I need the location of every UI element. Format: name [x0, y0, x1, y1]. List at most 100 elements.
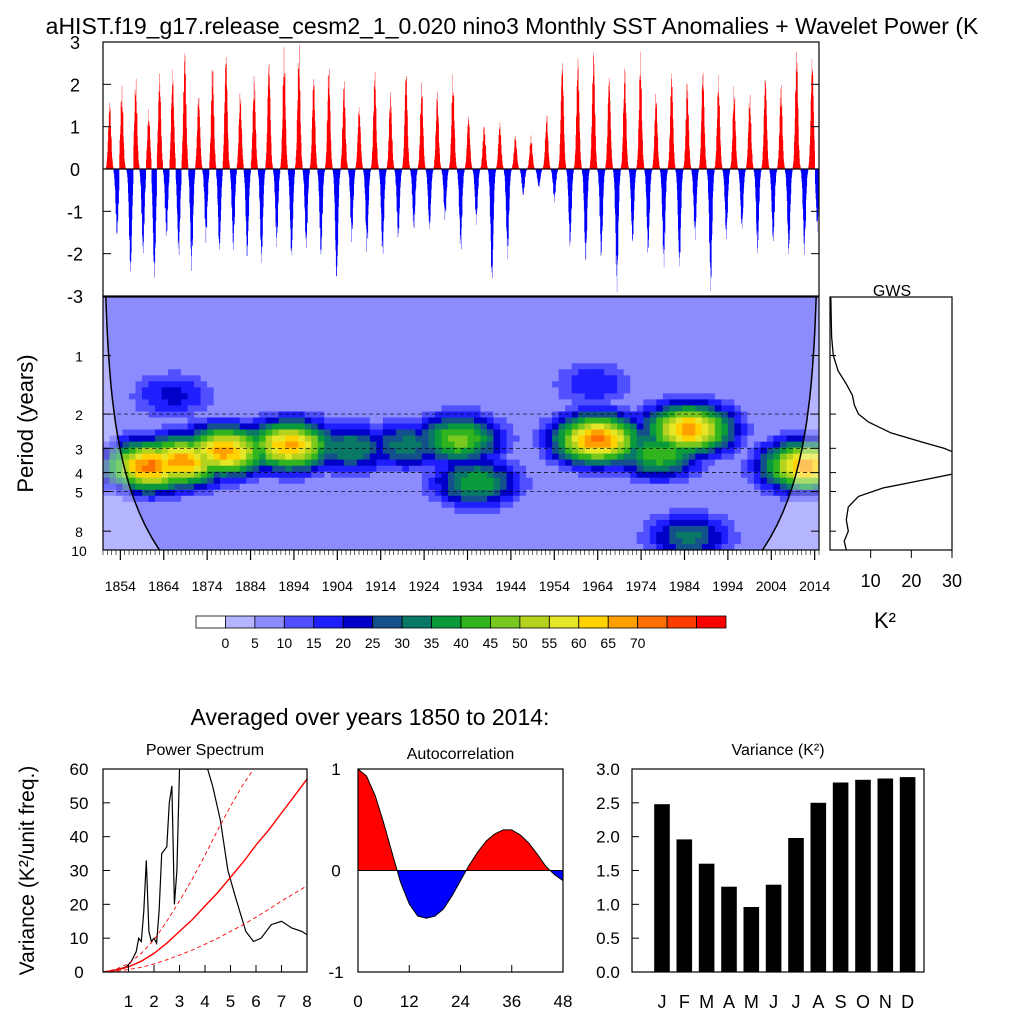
power-cell	[122, 297, 130, 304]
power-cell	[662, 471, 670, 479]
power-cell	[389, 447, 397, 455]
power-cell	[669, 369, 677, 376]
power-cell	[779, 531, 787, 539]
power-cell	[760, 489, 768, 497]
power-cell	[779, 387, 787, 394]
power-cell	[454, 303, 462, 310]
power-cell	[350, 429, 358, 437]
power-cell	[578, 315, 586, 322]
power-cell	[233, 453, 241, 461]
power-cell	[311, 538, 319, 545]
power-cell	[649, 363, 657, 370]
power-cell	[461, 507, 469, 515]
power-cell	[721, 297, 729, 304]
power-cell	[643, 465, 651, 473]
power-cell	[278, 429, 286, 437]
power-cell	[545, 544, 553, 550]
power-cell	[766, 477, 774, 485]
power-cell	[682, 309, 690, 316]
power-cell	[448, 321, 456, 328]
power-cell	[194, 399, 202, 406]
power-cell	[766, 531, 774, 539]
power-cell	[701, 441, 709, 449]
power-cell	[591, 495, 599, 503]
power-cell	[181, 369, 189, 376]
power-cell	[766, 465, 774, 473]
power-cell	[513, 393, 521, 400]
power-cell	[610, 477, 618, 485]
power-cell	[155, 465, 163, 473]
power-cell	[298, 471, 306, 479]
power-cell	[265, 333, 273, 340]
power-cell	[656, 435, 664, 443]
power-cell	[773, 303, 781, 310]
power-cell	[500, 297, 508, 304]
power-cell	[259, 369, 267, 376]
power-cell	[330, 538, 338, 545]
power-cell	[239, 483, 247, 491]
power-cell	[350, 453, 358, 461]
power-cell	[636, 429, 644, 437]
power-cell	[740, 417, 748, 425]
power-cell	[350, 417, 358, 425]
power-cell	[461, 411, 469, 419]
power-cell	[630, 465, 638, 473]
power-cell	[116, 303, 124, 310]
power-cell	[578, 381, 586, 388]
power-cell	[259, 429, 267, 437]
power-cell	[806, 339, 814, 346]
power-cell	[714, 513, 722, 521]
power-cell	[467, 405, 475, 412]
power-cell	[461, 399, 469, 406]
power-cell	[356, 381, 364, 388]
power-cell	[552, 429, 560, 437]
power-cell	[259, 321, 267, 328]
power-cell	[252, 369, 260, 376]
power-cell	[265, 544, 273, 550]
power-cell	[623, 531, 631, 539]
power-cell	[343, 417, 351, 425]
power-cell	[129, 327, 137, 334]
power-cell	[467, 519, 475, 527]
power-cell	[578, 399, 586, 406]
power-cell	[480, 417, 488, 425]
power-cell	[448, 297, 456, 304]
power-cell	[474, 405, 482, 412]
power-cell	[474, 423, 482, 431]
power-cell	[259, 441, 267, 449]
power-cell	[200, 387, 208, 394]
power-cell	[168, 538, 176, 545]
power-cell	[461, 465, 469, 473]
power-cell	[688, 453, 696, 461]
power-cell	[181, 345, 189, 352]
power-cell	[213, 405, 221, 412]
power-cell	[734, 345, 742, 352]
power-cell	[382, 321, 390, 328]
power-cell	[148, 303, 156, 310]
power-cell	[793, 309, 801, 316]
power-cell	[812, 339, 819, 346]
power-cell	[461, 501, 469, 509]
power-cell	[337, 345, 345, 352]
power-cell	[487, 477, 495, 485]
power-cell	[356, 345, 364, 352]
power-cell	[103, 453, 111, 461]
power-cell	[812, 447, 819, 455]
power-cell	[252, 465, 260, 473]
power-cell	[109, 309, 117, 316]
power-cell	[369, 387, 377, 394]
power-cell	[421, 345, 429, 352]
power-cell	[285, 297, 293, 304]
coi-shade-left	[103, 297, 160, 550]
power-cell	[643, 309, 651, 316]
power-cell	[161, 525, 169, 533]
power-cell	[747, 315, 755, 322]
x-tick-label: 0	[353, 992, 362, 1011]
power-cell	[519, 381, 527, 388]
power-cell	[617, 333, 625, 340]
power-cell	[142, 357, 150, 364]
power-cell	[213, 441, 221, 449]
power-cell	[766, 345, 774, 352]
power-cell	[168, 453, 176, 461]
power-cell	[265, 357, 273, 364]
